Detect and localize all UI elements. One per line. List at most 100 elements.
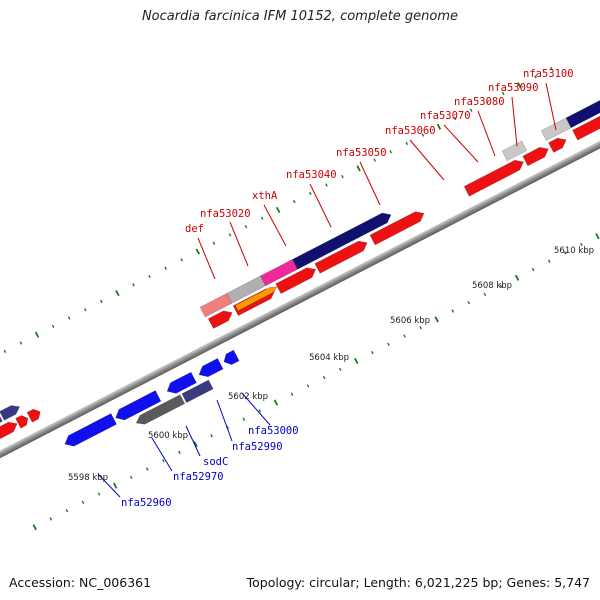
tick-minor (244, 224, 248, 229)
scale-labels: 5598 kbp 5600 kbp 5602 kbp 5604 kbp 5606… (68, 246, 594, 483)
forward-gene-arrow (501, 140, 528, 162)
tick-minor (306, 384, 310, 388)
tick-minor (405, 141, 409, 146)
gene-label-xthA: xthA (252, 190, 278, 202)
scale-label-5610: 5610 kbp (554, 246, 594, 256)
tick-minor (290, 392, 294, 396)
tick-minor (145, 467, 149, 471)
forward-gene-arrow (0, 421, 18, 440)
tick-minor (228, 233, 232, 237)
reverse-gene-arrow (181, 379, 214, 404)
leader-line (229, 221, 249, 267)
tick-major (115, 290, 120, 297)
reverse-gene-arrow (64, 413, 117, 447)
tick-minor (550, 66, 553, 71)
tick-major (273, 399, 279, 406)
accession-text: Accession: NC_006361 (9, 575, 152, 590)
tick-minor (164, 266, 167, 270)
forward-gene-arrow (463, 159, 524, 197)
tick-minor (373, 158, 376, 162)
tick-minor (467, 301, 471, 305)
tick-minor (451, 309, 455, 313)
tick-minor (65, 508, 69, 513)
gene-label-nfa52990: nfa52990 (232, 441, 283, 453)
forward-gene-arrow (26, 408, 41, 423)
tick-minor (322, 375, 326, 380)
leader-line (241, 392, 271, 426)
tick-minor (453, 116, 457, 121)
forward-gene-arrow (369, 211, 425, 246)
tick-minor (3, 349, 7, 353)
gene-label-nfa53090: nfa53090 (488, 82, 539, 94)
forward-gene-arrow (0, 405, 21, 421)
tick-minor (421, 133, 425, 137)
tick-major (32, 524, 37, 531)
scale-label-5604: 5604 kbp (309, 353, 349, 363)
forward-gene-arrow (234, 286, 279, 312)
tick-major (112, 482, 118, 489)
tick-minor (534, 75, 537, 79)
gene-label-nfa52960: nfa52960 (121, 497, 172, 509)
tick-minor (338, 367, 342, 371)
leader-line (197, 237, 216, 280)
forward-gene-arrow (207, 310, 233, 329)
tick-major (34, 331, 40, 338)
tick-major (276, 206, 281, 214)
reverse-gene-labels: nfa52960 nfa52970 sodC nfa52990 nfa53000 (121, 425, 299, 509)
forward-gene-arrow (0, 415, 3, 423)
tick-minor (132, 283, 135, 287)
leader-line (359, 161, 381, 206)
tick-minor (162, 459, 165, 463)
gene-features (0, 100, 600, 447)
genome-backbone (0, 103, 600, 496)
gene-label-nfa53060: nfa53060 (385, 125, 436, 137)
leader-line (511, 96, 518, 147)
reverse-gene-arrow (115, 390, 162, 421)
gene-label-nfa53020: nfa53020 (200, 208, 251, 220)
tick-minor (51, 324, 55, 329)
tick-minor (81, 500, 85, 504)
leader-line (151, 437, 173, 472)
forward-gene-arrow (565, 100, 600, 129)
tick-minor (469, 108, 473, 112)
forward-gene-labels: def nfa53020 xthA nfa53040 nfa53050 nfa5… (185, 68, 574, 235)
tick-major (517, 82, 522, 89)
tick-minor (212, 241, 216, 245)
tick-minor (100, 299, 103, 304)
tick-minor (260, 216, 264, 220)
label-leaders (97, 82, 557, 498)
tick-minor (389, 150, 393, 154)
tick-minor (483, 292, 487, 297)
leader-line (409, 139, 445, 181)
scale-label-5600: 5600 kbp (148, 431, 188, 441)
tick-minor (19, 341, 23, 345)
gene-label-nfa53000: nfa53000 (248, 425, 299, 437)
tick-major (195, 248, 200, 255)
tick-major (514, 274, 520, 281)
tick-minor (97, 492, 101, 496)
tick-minor (83, 308, 87, 312)
leader-line (185, 425, 201, 457)
leader-line (309, 183, 332, 228)
leader-line (216, 399, 233, 442)
tick-major (193, 441, 198, 448)
forward-gene-arrow (340, 212, 392, 245)
tick-minor (178, 450, 181, 455)
reverse-gene-arrow (223, 349, 240, 365)
tick-minor (210, 434, 213, 438)
scale-label-5606: 5606 kbp (390, 316, 430, 326)
leader-line (263, 204, 287, 247)
tick-major (354, 357, 359, 365)
tick-minor (148, 274, 151, 279)
tick-minor (129, 475, 133, 480)
tick-minor (371, 350, 374, 355)
leader-line (545, 82, 557, 131)
tick-minor (419, 326, 422, 330)
tick-major (595, 233, 600, 240)
tick-major (356, 165, 361, 172)
forward-gene-arrow (572, 115, 600, 141)
forward-gene-arrow (548, 137, 567, 153)
scale-label-5608: 5608 kbp (472, 281, 512, 291)
gene-label-nfa53050: nfa53050 (336, 147, 387, 159)
tick-minor (67, 316, 71, 320)
